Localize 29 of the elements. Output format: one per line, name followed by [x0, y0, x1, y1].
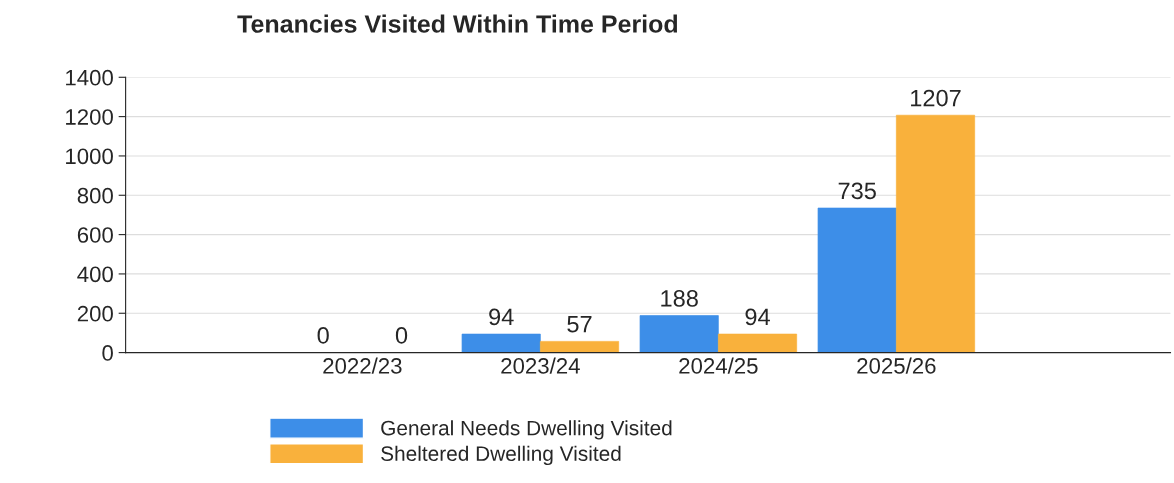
y-tick-label: 0 — [102, 345, 113, 361]
data-label: 0 — [317, 327, 329, 344]
bar — [718, 333, 798, 353]
data-label: 94 — [489, 308, 514, 326]
chart-title: Tenancies Visited Within Time Period — [237, 14, 678, 33]
data-label: 0 — [395, 327, 408, 344]
bar — [817, 207, 897, 353]
data-label: 57 — [567, 316, 592, 333]
data-label: 1207 — [911, 89, 961, 107]
legend-label: Sheltered Dwelling Visited — [381, 445, 621, 466]
data-label: 735 — [838, 182, 876, 200]
y-tick-label: 400 — [77, 266, 113, 283]
bar — [639, 315, 719, 353]
data-label: 188 — [661, 290, 698, 307]
y-tick-label: 1000 — [66, 148, 113, 165]
y-tick-label: 1200 — [66, 109, 113, 125]
x-tick-label: 2023/24 — [501, 357, 580, 374]
data-label: 94 — [745, 308, 770, 326]
bar — [461, 333, 541, 353]
bar — [540, 341, 620, 353]
y-tick-label: 600 — [77, 227, 113, 243]
legend-label: General Needs Dwelling Visited — [381, 420, 672, 440]
x-tick-label: 2022/23 — [323, 357, 402, 374]
x-tick-label: 2025/26 — [857, 357, 936, 374]
y-tick-label: 200 — [77, 305, 113, 322]
y-tick-label: 1400 — [66, 69, 113, 86]
y-tick-label: 800 — [77, 187, 113, 204]
x-tick-label: 2024/25 — [679, 357, 758, 374]
bar — [896, 114, 976, 353]
